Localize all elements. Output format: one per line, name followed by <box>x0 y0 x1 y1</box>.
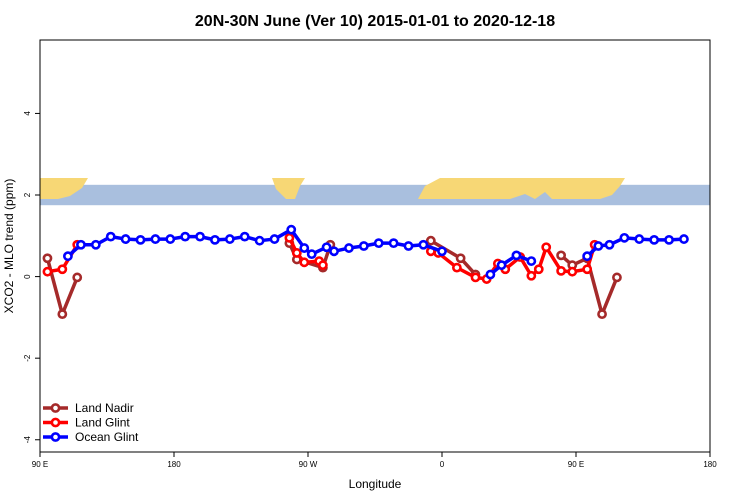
y-tick-label: -4 <box>23 436 32 444</box>
data-point <box>511 250 522 261</box>
x-axis: 90 E 180 90 W 0 90 E 180 <box>32 452 717 469</box>
data-point <box>90 239 101 250</box>
data-point <box>664 234 674 245</box>
y-tick-label: 4 <box>23 111 32 116</box>
legend-marker <box>50 417 61 428</box>
data-point <box>286 224 297 235</box>
x-tick-label: 180 <box>703 460 717 469</box>
data-point <box>388 238 399 249</box>
data-point <box>526 270 537 281</box>
world-map-band <box>40 178 710 206</box>
data-point <box>299 243 310 253</box>
data-point <box>593 241 604 251</box>
y-axis-label: XCO2 - MLO trend (ppm) <box>2 179 16 314</box>
data-point <box>612 272 622 283</box>
map-land <box>40 178 88 199</box>
data-point <box>210 234 220 245</box>
data-point <box>425 235 436 246</box>
data-point <box>224 234 235 244</box>
data-point <box>291 248 302 258</box>
series-layer <box>42 224 689 320</box>
legend-label: Ocean Glint <box>75 430 139 444</box>
legend-marker <box>50 432 61 442</box>
data-point <box>533 264 544 275</box>
x-tick-label: 90 E <box>32 460 48 469</box>
map-land <box>272 178 305 199</box>
x-tick-label: 90 E <box>568 460 584 469</box>
y-axis: -4 -2 0 2 4 <box>23 111 40 444</box>
data-point <box>649 234 660 245</box>
chart-title: 20N-30N June (Ver 10) 2015-01-01 to 2020… <box>195 13 555 30</box>
data-point <box>299 257 310 268</box>
map-land <box>418 178 625 199</box>
data-point <box>195 231 205 242</box>
data-point <box>254 235 265 246</box>
data-point <box>556 265 567 276</box>
data-point <box>582 251 593 262</box>
data-point <box>455 253 466 264</box>
data-point <box>358 241 369 251</box>
x-tick-label: 180 <box>167 460 181 469</box>
legend-label: Land Glint <box>75 416 130 430</box>
y-tick-label: 0 <box>23 274 32 279</box>
data-point <box>165 234 176 244</box>
data-point <box>76 239 86 250</box>
data-point <box>135 234 146 245</box>
data-point <box>317 260 328 271</box>
series-line <box>489 253 532 276</box>
legend-label: Land Nadir <box>75 401 134 415</box>
data-point <box>57 309 68 320</box>
data-point <box>72 272 83 283</box>
data-point <box>556 250 567 261</box>
y-tick-label: -2 <box>23 354 32 362</box>
data-point <box>619 232 630 243</box>
data-point <box>418 239 429 250</box>
data-point <box>63 251 73 262</box>
data-point <box>306 249 317 260</box>
data-point <box>269 234 280 244</box>
data-point <box>57 264 68 275</box>
data-point <box>541 242 552 253</box>
data-point <box>344 243 354 253</box>
data-point <box>120 234 131 244</box>
legend-marker <box>50 403 61 413</box>
data-point <box>239 231 250 242</box>
legend-item: Ocean Glint <box>43 430 139 444</box>
data-point <box>634 234 645 244</box>
data-point <box>180 231 191 242</box>
data-point <box>373 238 384 249</box>
data-point <box>451 262 462 273</box>
data-point <box>321 242 332 253</box>
y-tick-label: 2 <box>23 192 32 197</box>
data-point <box>526 256 537 266</box>
legend-item: Land Nadir <box>43 401 134 415</box>
x-tick-label: 0 <box>440 460 445 469</box>
data-point <box>470 272 481 283</box>
data-point <box>284 232 295 243</box>
x-tick-label: 90 W <box>299 460 318 469</box>
data-point <box>597 309 607 320</box>
data-point <box>403 241 414 251</box>
data-point <box>582 264 593 275</box>
data-point <box>329 246 339 257</box>
data-point <box>485 269 496 280</box>
plot-frame <box>39 39 711 453</box>
data-point <box>105 231 116 242</box>
data-point <box>679 234 689 244</box>
data-point <box>437 246 447 257</box>
series-ocean-glint <box>63 224 689 280</box>
x-axis-label: Longitude <box>349 477 402 491</box>
data-point <box>42 266 53 277</box>
data-point <box>42 253 53 264</box>
data-point <box>496 260 507 271</box>
legend-item: Land Glint <box>43 416 130 430</box>
data-point <box>567 266 578 277</box>
data-point <box>150 234 161 244</box>
data-point <box>604 239 615 250</box>
